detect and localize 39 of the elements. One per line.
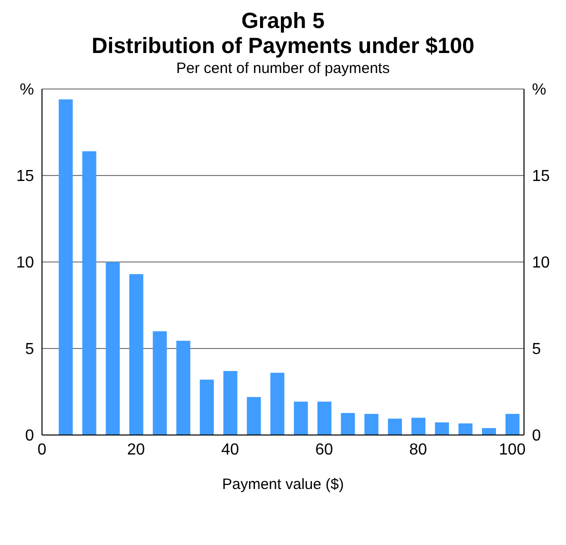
chart-subtitle: Per cent of number of payments bbox=[175, 60, 391, 77]
x-tick-label: 100 bbox=[498, 441, 526, 458]
y-tick-label: % bbox=[20, 82, 34, 99]
x-axis-title: Payment value ($) bbox=[222, 476, 344, 493]
bar bbox=[176, 340, 190, 435]
y2-tick-label: 5 bbox=[532, 341, 541, 358]
y2-tick-label: % bbox=[532, 82, 546, 99]
x-tick-label: 40 bbox=[221, 441, 240, 458]
bar bbox=[411, 418, 426, 435]
bar bbox=[270, 372, 284, 435]
bar bbox=[458, 423, 472, 435]
bar bbox=[294, 402, 308, 435]
x-tick-label: 0 bbox=[38, 441, 47, 458]
bar bbox=[223, 370, 238, 435]
bar bbox=[246, 396, 261, 435]
bar bbox=[434, 422, 449, 435]
bar bbox=[106, 262, 120, 435]
bar bbox=[58, 99, 73, 435]
bar bbox=[152, 331, 167, 435]
bar bbox=[388, 418, 402, 435]
y2-tick-label: 0 bbox=[532, 428, 541, 445]
bar bbox=[200, 380, 214, 435]
bar bbox=[482, 428, 496, 435]
y2-tick-label: 15 bbox=[532, 168, 550, 186]
x-tick-label: 60 bbox=[315, 441, 334, 458]
bar bbox=[505, 414, 520, 435]
bar bbox=[82, 151, 96, 435]
bar bbox=[364, 414, 378, 435]
bar bbox=[129, 274, 144, 435]
y-tick-label: 5 bbox=[25, 341, 34, 358]
x-tick-label: 20 bbox=[127, 441, 146, 458]
y-tick-label: 10 bbox=[16, 254, 34, 272]
chart-title: Graph 5 Distribution of Payments under $100 bbox=[90, 8, 476, 58]
y2-tick-label: 10 bbox=[532, 254, 550, 272]
y-tick-label: 15 bbox=[16, 168, 34, 186]
bar bbox=[340, 413, 355, 435]
x-tick-label: 80 bbox=[409, 441, 428, 458]
y-tick-label: 0 bbox=[25, 428, 34, 445]
bar bbox=[317, 402, 332, 435]
